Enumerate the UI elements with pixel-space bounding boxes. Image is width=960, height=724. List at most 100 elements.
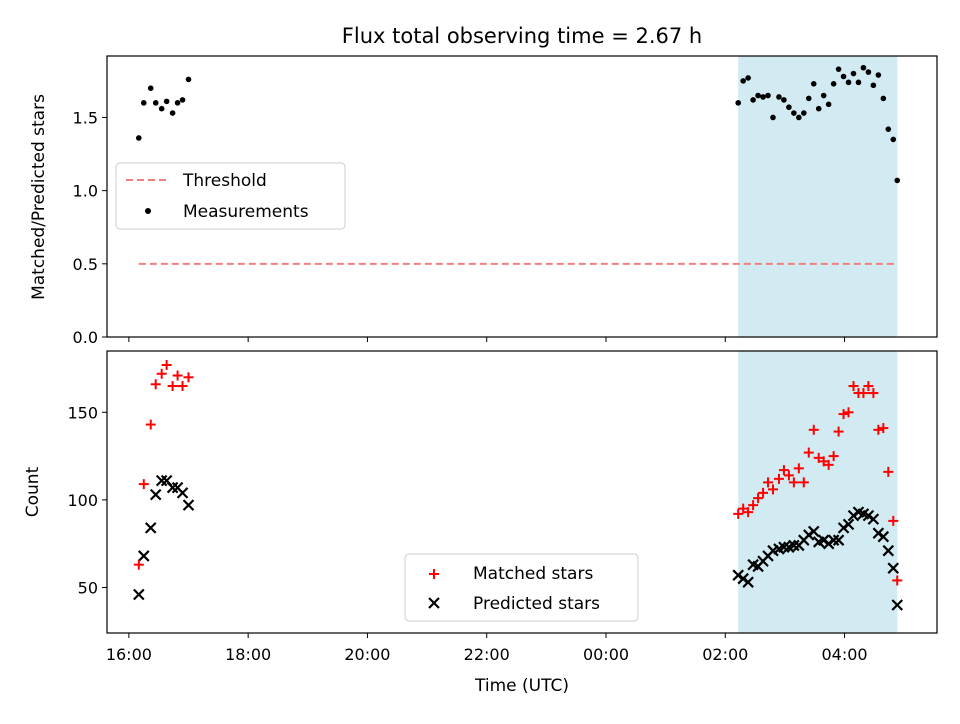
matched-point [773, 473, 784, 484]
predicted-point-b [133, 588, 145, 601]
measurement-point [185, 76, 192, 83]
predicted-point [788, 539, 800, 552]
legend-predicted-marker [428, 597, 440, 609]
measurement-point [805, 95, 812, 102]
measurement-point [158, 105, 165, 112]
x-tick-label: 00:00 [583, 645, 629, 664]
measurement-point [870, 82, 877, 89]
matched-point [788, 477, 799, 488]
predicted-point [842, 518, 855, 531]
legend-predicted-marker-b [428, 597, 440, 609]
predicted-point [155, 474, 168, 487]
matched-point [823, 459, 834, 470]
x-tick-label: 22:00 [464, 645, 510, 664]
matched-point [753, 493, 764, 504]
matched-point [878, 423, 889, 434]
measurement-point [865, 69, 872, 75]
matched-point [843, 407, 854, 418]
measurement-point [850, 70, 857, 77]
predicted-point-b [891, 599, 904, 611]
measurement-point [845, 79, 852, 86]
predicted-point-b [778, 541, 790, 553]
measurement-point [765, 92, 771, 99]
predicted-point-b [176, 487, 189, 499]
legend-matched-swatch [429, 569, 439, 579]
predicted-point [133, 588, 145, 601]
bottom-legend: Matched stars Predicted stars [404, 553, 639, 622]
measurement-point [786, 104, 792, 111]
predicted-point-b [842, 518, 855, 531]
predicted-point-b [857, 508, 870, 520]
matched-point [883, 466, 894, 477]
measurement-point [169, 110, 176, 116]
x-tick-label: 20:00 [344, 645, 390, 664]
top-x-ticks [128, 337, 846, 342]
matched-point [748, 500, 759, 511]
y-tick-label: 1.5 [73, 108, 98, 127]
bottom-legend-box [404, 553, 639, 622]
measurement-point [885, 126, 892, 132]
matched-point [828, 451, 839, 462]
top-panel: 0.0 0.5 1.0 1.5 Matched/Predicted stars Thr… [29, 55, 938, 347]
predicted-point-b [807, 525, 820, 538]
measurement-point [810, 81, 817, 87]
matched-point [892, 575, 903, 586]
legend-predicted-swatch [428, 597, 440, 609]
matched-point [161, 360, 172, 371]
x-tick-label: 02:00 [702, 645, 748, 664]
matched-point [177, 381, 188, 392]
y-tick-label: 0.0 [73, 328, 98, 347]
measurement-point [855, 79, 862, 86]
matched-point [767, 484, 778, 495]
predicted-point-b [742, 576, 754, 588]
matched-point [183, 372, 194, 383]
measurement-point [755, 92, 761, 99]
matched-point [833, 426, 844, 437]
matched-point [733, 508, 744, 519]
top-y-ticks: 0.0 0.5 1.0 1.5 [73, 108, 107, 347]
measurement-point [740, 78, 746, 84]
matched-point [172, 370, 183, 381]
measurement-point [840, 73, 847, 80]
chart-title: Flux total observing time = 2.67 h [342, 24, 702, 48]
legend-matched-label: Matched stars [473, 564, 593, 584]
predicted-point-b [160, 474, 173, 487]
matched-point [868, 388, 879, 399]
matched-point [888, 515, 899, 526]
measurement-point [174, 100, 181, 106]
predicted-point [891, 599, 904, 611]
matched-point [150, 379, 161, 390]
top-shaded-region [738, 56, 898, 337]
predicted-points-group [133, 474, 904, 611]
measurement-point [894, 177, 901, 184]
measurement-point [750, 97, 756, 103]
predicted-point [887, 562, 900, 574]
predicted-point [176, 487, 189, 499]
measurement-point [801, 110, 807, 116]
measurement-point [152, 100, 159, 106]
predicted-point-b [171, 481, 184, 494]
matched-point [808, 424, 819, 435]
matched-point [858, 388, 869, 399]
predicted-point [778, 541, 790, 553]
legend-threshold-label: Threshold [182, 171, 267, 191]
measurement-point [770, 114, 776, 121]
top-points-group [136, 64, 901, 184]
predicted-point-b [144, 522, 157, 534]
y-tick-label: 0.5 [73, 255, 98, 274]
y-tick-label: 50 [78, 578, 98, 597]
measurement-point [745, 75, 751, 81]
predicted-point-b [827, 534, 840, 546]
x-tick-label: 04:00 [822, 645, 868, 664]
measurement-point [760, 94, 766, 100]
measurement-point [875, 72, 882, 78]
predicted-point-b [138, 550, 150, 562]
matched-point [793, 463, 804, 474]
matched-point [758, 487, 769, 498]
predicted-point [832, 534, 845, 546]
predicted-point-b [182, 499, 195, 511]
measurement-point [825, 101, 832, 108]
top-plot-frame [106, 55, 938, 338]
measurement-point [820, 92, 827, 99]
